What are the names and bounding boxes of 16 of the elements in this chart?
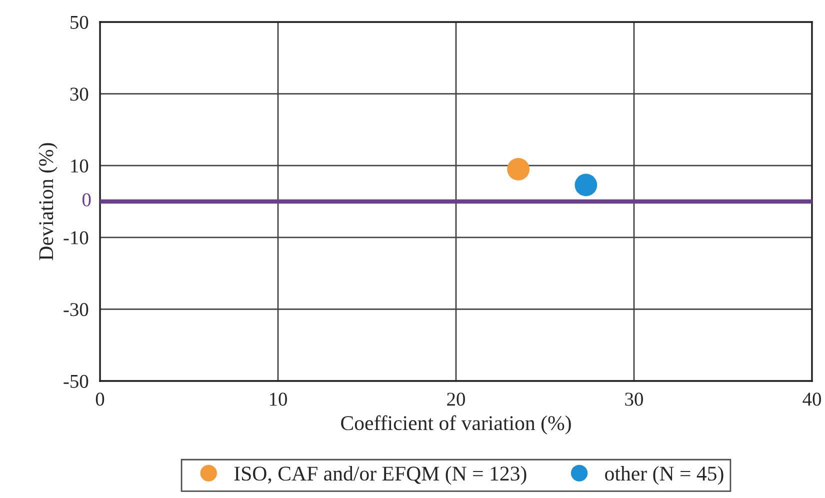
y-tick-label: -10 (64, 231, 88, 244)
y-axis-title: Deviation (%) (38, 143, 58, 260)
x-tick-label: 0 (96, 392, 104, 406)
x-tick-label: 40 (802, 392, 821, 406)
legend-label: other (N = 45) (605, 466, 724, 485)
y-tick-label: -30 (64, 303, 88, 316)
x-tick-label: 20 (447, 392, 465, 406)
y-tick-label: 10 (71, 159, 88, 173)
y-tick-label: -50 (64, 374, 88, 388)
x-tick-label: 30 (625, 392, 643, 406)
x-axis-title: Coefficient of variation (%) (341, 415, 571, 434)
y-tick-label: 30 (70, 88, 88, 101)
y-tick-label: 50 (70, 16, 88, 29)
legend-label: ISO, CAF and/or EFQM (N = 123) (234, 466, 526, 485)
x-tick-label: 10 (270, 392, 287, 406)
ref-line-label: 0 (82, 193, 91, 206)
